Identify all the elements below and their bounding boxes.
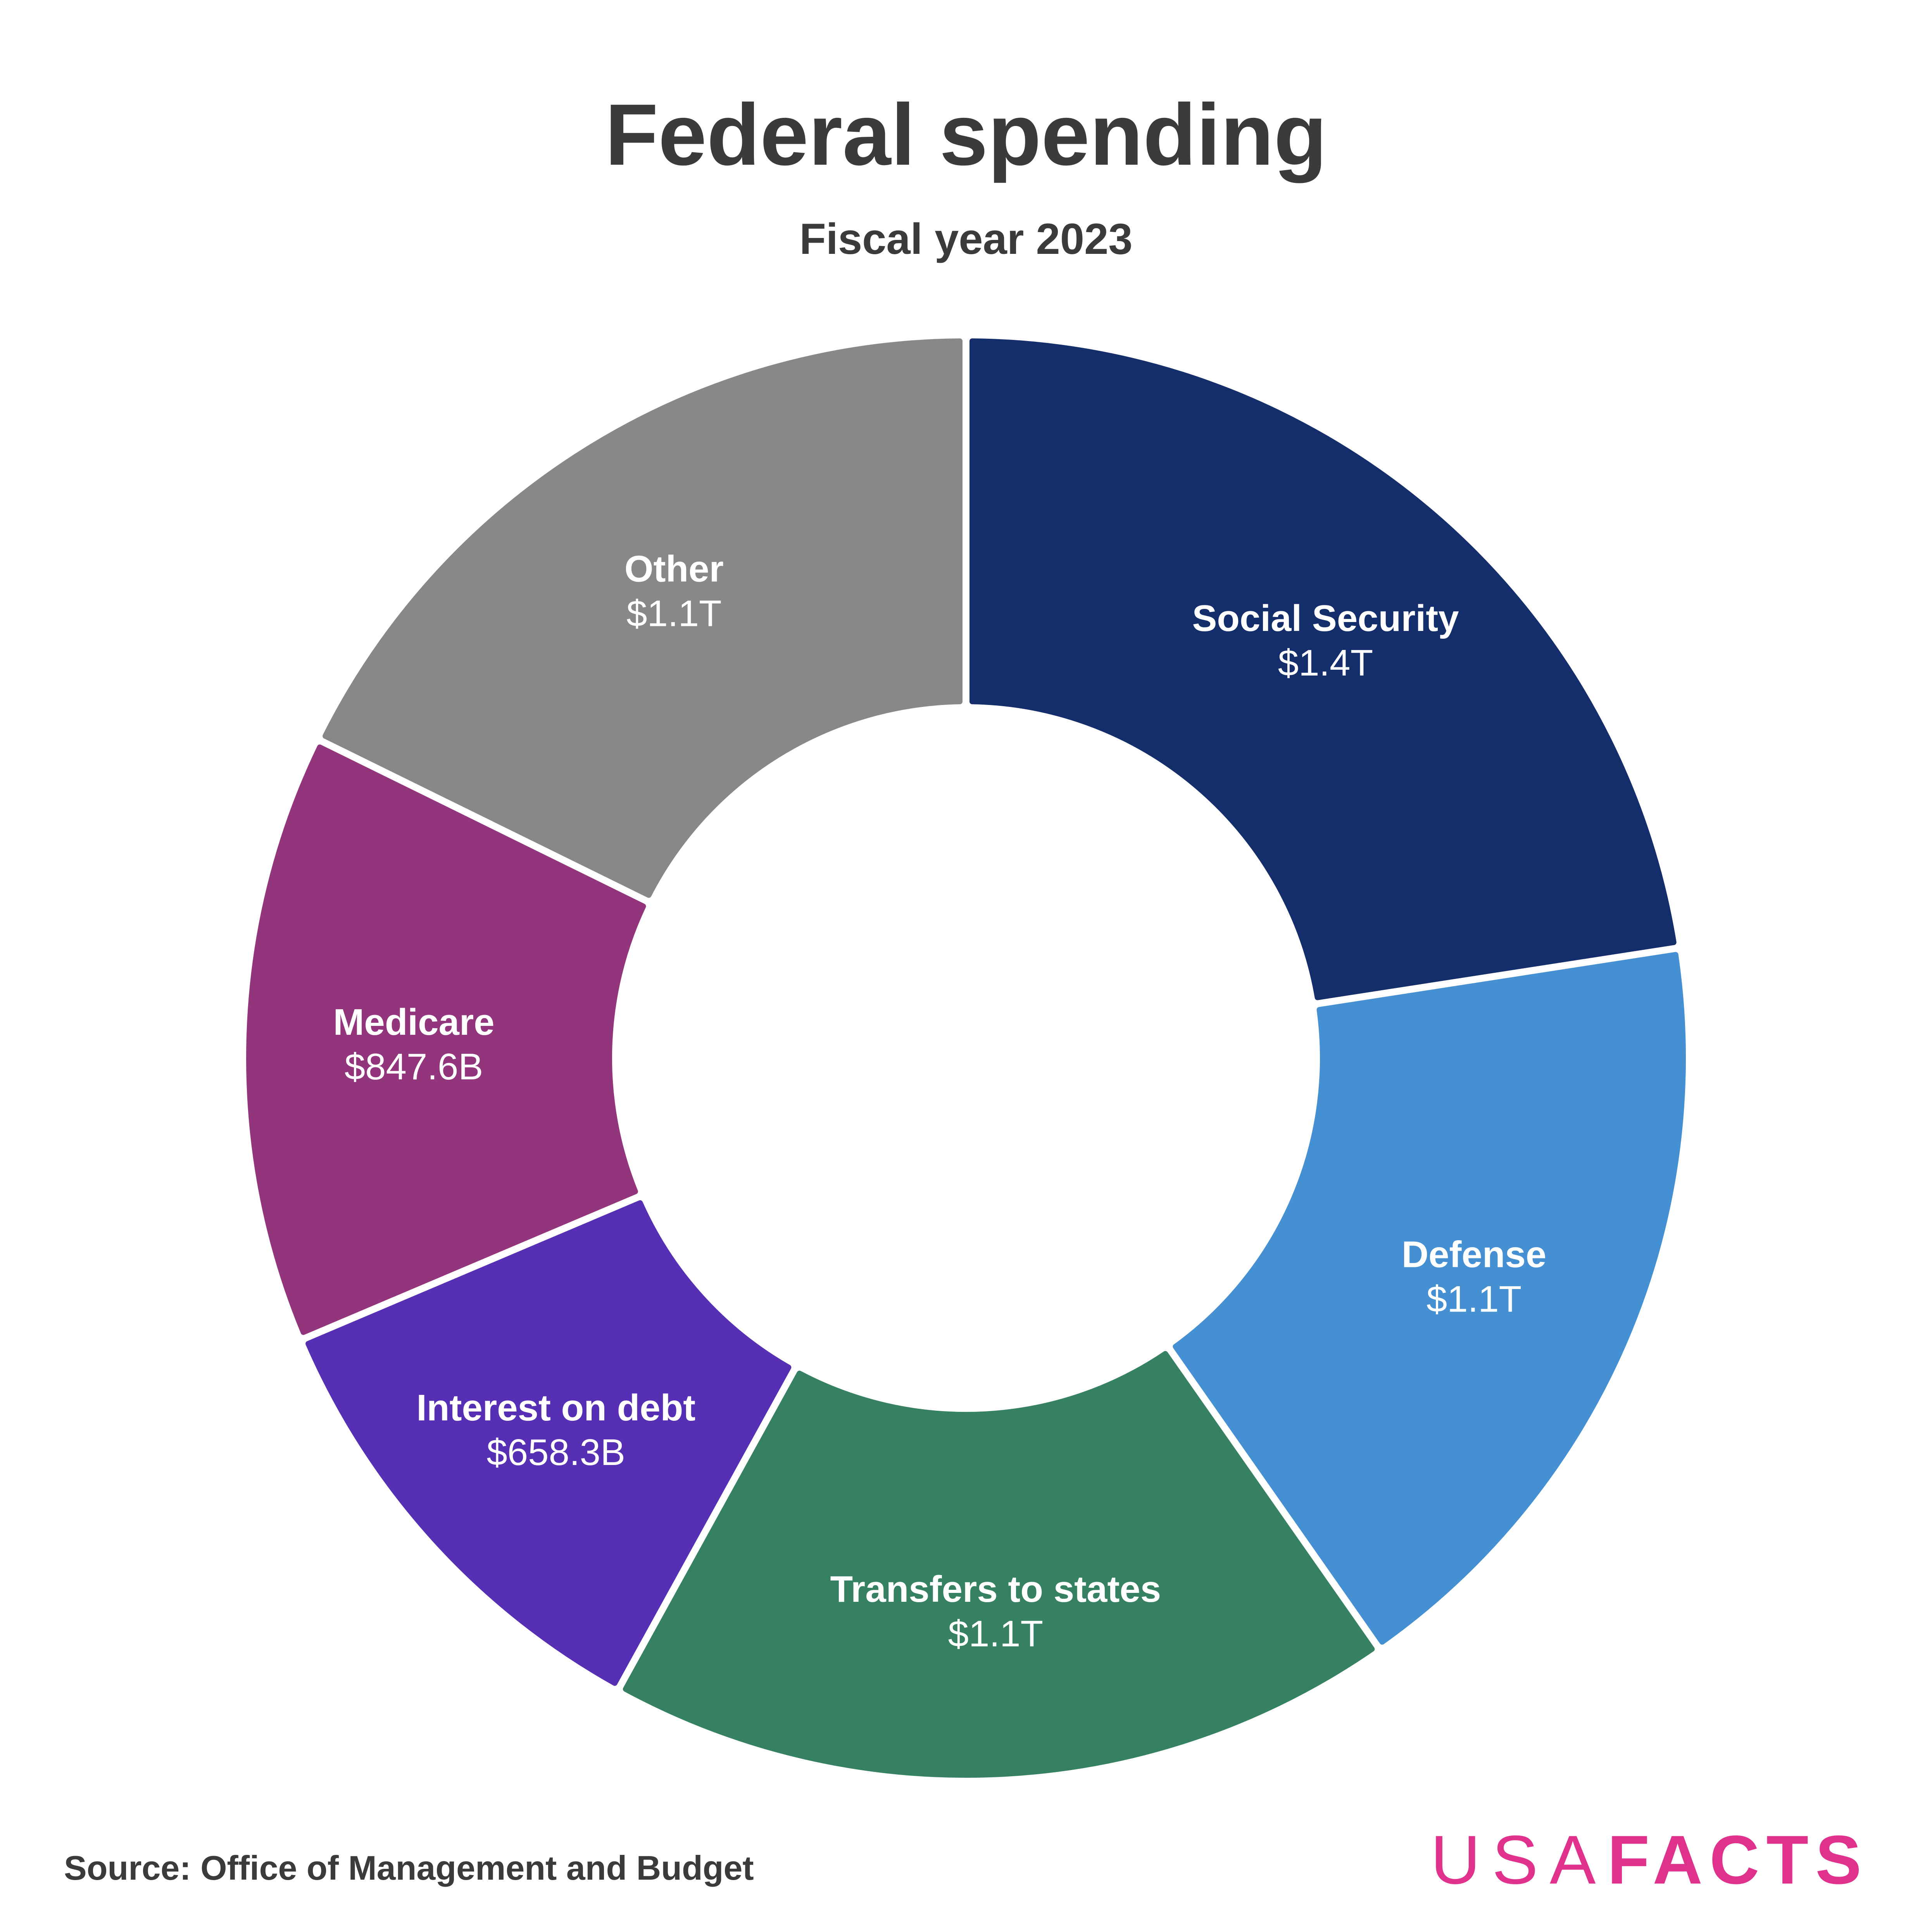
slice-label: Medicare bbox=[333, 1001, 494, 1043]
slice-label: Social Security bbox=[1192, 598, 1459, 639]
chart-title: Federal spending bbox=[605, 86, 1327, 183]
donut-slice-defense bbox=[1173, 952, 1686, 1645]
donut-labels: Social Security$1.4TDefense$1.1TTransfer… bbox=[333, 548, 1546, 1655]
slice-value: $1.4T bbox=[1278, 642, 1373, 684]
donut-slice-social-security bbox=[969, 338, 1677, 1000]
donut-slice-medicare bbox=[246, 744, 646, 1335]
donut-slices bbox=[246, 338, 1686, 1778]
slice-label: Interest on debt bbox=[416, 1387, 695, 1429]
donut-slice-other bbox=[323, 338, 963, 898]
donut-slice-interest-on-debt bbox=[305, 1200, 792, 1686]
slice-value: $1.1T bbox=[948, 1613, 1043, 1655]
logo-facts: FACTS bbox=[1608, 1821, 1868, 1898]
usafacts-logo: USAFACTS bbox=[1431, 1821, 1868, 1898]
slice-value: $847.6B bbox=[345, 1046, 483, 1088]
source-note: Source: Office of Management and Budget bbox=[64, 1849, 754, 1887]
slice-label: Defense bbox=[1402, 1234, 1547, 1275]
logo-usa: USA bbox=[1431, 1821, 1608, 1898]
slice-label: Transfers to states bbox=[830, 1568, 1161, 1610]
slice-value: $1.1T bbox=[1427, 1278, 1521, 1320]
donut-slice-transfers-to-states bbox=[623, 1351, 1375, 1778]
chart-subtitle: Fiscal year 2023 bbox=[799, 215, 1132, 263]
slice-value: $658.3B bbox=[486, 1432, 625, 1473]
slice-value: $1.1T bbox=[626, 593, 721, 634]
slice-label: Other bbox=[624, 548, 724, 589]
